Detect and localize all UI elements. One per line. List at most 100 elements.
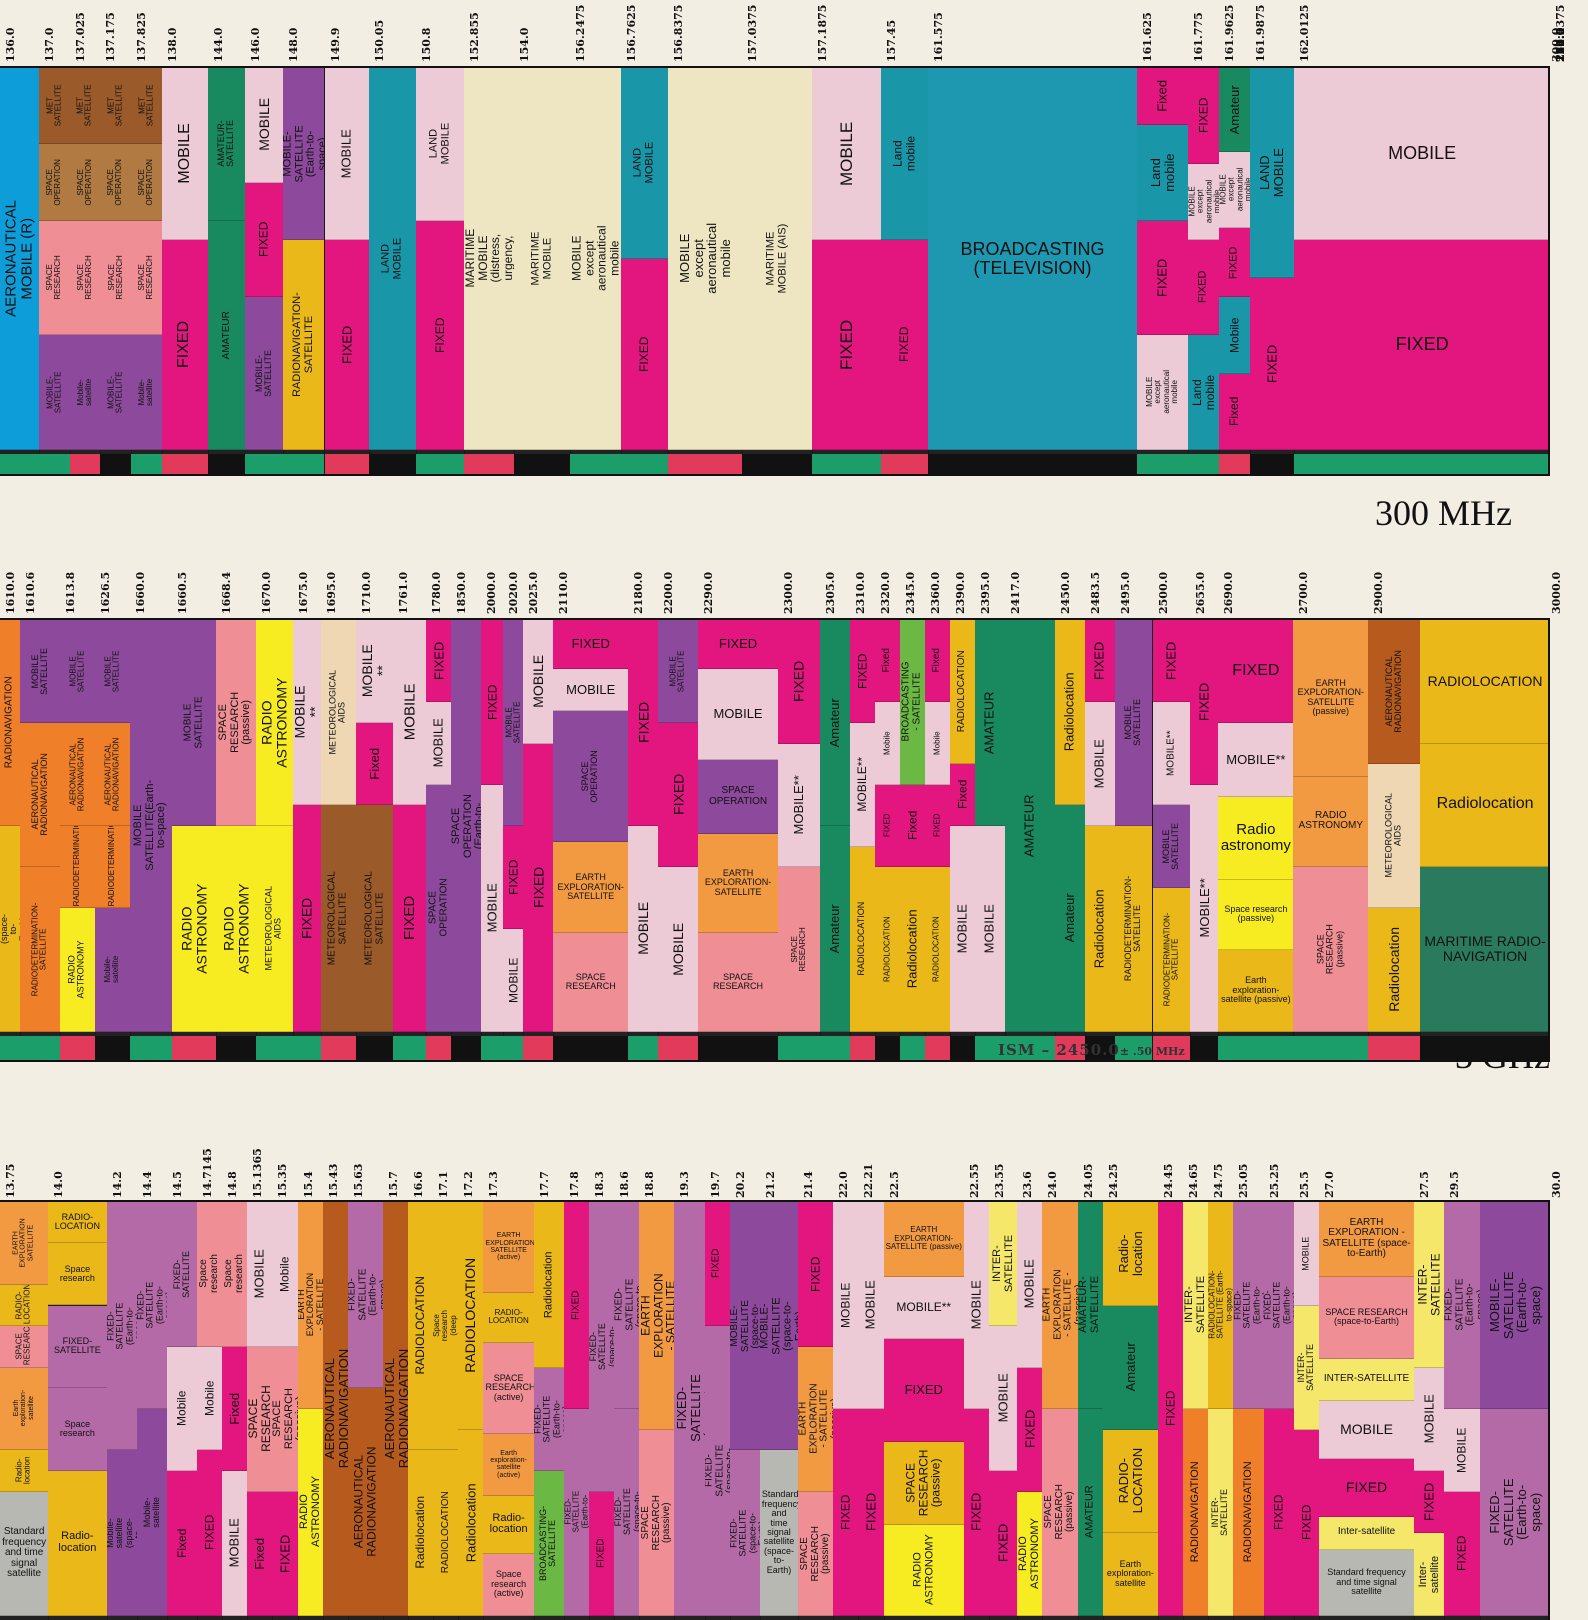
- band-column[interactable]: RADIO-LOCATION Space research FIXED-SATELL…: [48, 1202, 108, 1620]
- band-column[interactable]: MET SATELLITE SPACE OPERATION SPACE RESEAR…: [69, 68, 102, 474]
- allocation-cell[interactable]: MOBILE except aeronautical mobile: [1188, 163, 1219, 240]
- allocation-cell[interactable]: FIXED-SATELLITE (Earth-to-space): [136, 1202, 167, 1409]
- allocation-cell[interactable]: MOBILE: [949, 826, 975, 1032]
- allocation-cell[interactable]: BROADCASTING (TELEVISION): [927, 68, 1138, 450]
- allocation-cell[interactable]: Fixed: [949, 764, 975, 826]
- allocation-cell[interactable]: RADIONAVIGATION: [0, 620, 20, 826]
- allocation-cell[interactable]: MET SATELLITE: [69, 68, 101, 145]
- allocation-cell[interactable]: FIXED: [1152, 620, 1191, 703]
- allocation-cell[interactable]: (space-to-Earth): [0, 826, 20, 1032]
- allocation-cell[interactable]: MARITIME MOBILE (AIS): [741, 68, 812, 450]
- allocation-cell[interactable]: MOBILE SATELLITE(Earth-to-space): [129, 620, 172, 1032]
- allocation-cell[interactable]: SPACE RESEARCH (space-to-Earth): [1318, 1276, 1415, 1360]
- allocation-cell[interactable]: Land mobile: [1188, 335, 1219, 450]
- allocation-cell[interactable]: FIXED-SATELLITE (Earth-to-space): [1263, 1202, 1294, 1409]
- band-column[interactable]: Radiolocation FIXED-SATELLITE (Earth-to-s…: [533, 1202, 565, 1620]
- band-column[interactable]: MOBILE SPACE RESEARCH Fixed: [247, 1202, 274, 1620]
- allocation-cell[interactable]: MOBILE: [974, 826, 1005, 1032]
- band-column[interactable]: FIXED FIXED-SATELLITE (space-to-Earth): [704, 1202, 731, 1620]
- allocation-cell[interactable]: Fixed: [247, 1491, 273, 1616]
- allocation-cell[interactable]: MOBILE SATELLITE: [59, 620, 95, 723]
- band-column[interactable]: LAND MOBILE FIXED: [415, 68, 465, 474]
- band-column[interactable]: FIXED MOBILE: [481, 620, 505, 1060]
- band-column[interactable]: INTER-SATELLITE MOBILE FIXED: [989, 1202, 1019, 1620]
- band-column[interactable]: MOBILE FIXED: [811, 68, 883, 474]
- allocation-cell[interactable]: MOBILE: [658, 867, 699, 1032]
- allocation-cell[interactable]: Space research: [197, 1202, 223, 1347]
- band-column[interactable]: Land mobile FIXED: [881, 68, 929, 474]
- allocation-cell[interactable]: MOBILE: [324, 68, 370, 240]
- band-column[interactable]: MOBILE SATELLITE(Earth-to-space): [129, 620, 173, 1060]
- band-column[interactable]: FIXED-SATELLITE Mobile Fixed: [166, 1202, 198, 1620]
- band-column[interactable]: FIXED MOBILE SPACE OPERATION EARTH EXPLORAT…: [553, 620, 630, 1060]
- allocation-cell[interactable]: MOBILE: [1294, 68, 1548, 240]
- allocation-cell[interactable]: RADIOLOCATION: [1420, 620, 1548, 744]
- allocation-cell[interactable]: RADIODETERMINATION- SATELLITE: [1152, 887, 1191, 1032]
- band-column[interactable]: MARITIME MOBILE: [514, 68, 571, 474]
- allocation-cell[interactable]: MOBILE: [628, 826, 659, 1032]
- band-column[interactable]: EARTH EXPLORATION - SATELLITE (passive) S…: [639, 1202, 676, 1620]
- allocation-cell[interactable]: Radiolocation: [899, 867, 925, 1032]
- allocation-cell[interactable]: EARTH EXPLORATION - SATELLITE (passive): [639, 1202, 675, 1430]
- allocation-cell[interactable]: MOBILE SATELLITE: [1114, 620, 1153, 826]
- band-column[interactable]: AERONAUTICAL RADIONAVIGATION: [322, 1202, 349, 1620]
- allocation-cell[interactable]: SPACE RESEARCH (passive): [215, 620, 256, 826]
- allocation-cell[interactable]: MOBILE**: [777, 743, 820, 868]
- allocation-cell[interactable]: Mobile-satellite: [136, 1409, 167, 1616]
- allocation-cell[interactable]: BROADCASTING-SATELLITE: [533, 1471, 564, 1616]
- allocation-cell[interactable]: SPACE RESEARCH: [0, 1326, 49, 1368]
- allocation-cell[interactable]: MARITIME MOBILE: [514, 68, 570, 450]
- allocation-cell[interactable]: FIXED: [481, 620, 504, 785]
- allocation-cell[interactable]: FIXED: [849, 620, 875, 723]
- allocation-cell[interactable]: EARTH EXPLORATION- SATELLITE (passive): [1293, 620, 1369, 777]
- band-column[interactable]: MET SATELLITE SPACE OPERATION SPACE RESEAR…: [39, 68, 71, 474]
- allocation-cell[interactable]: SPACE RESEARCH (passive): [1042, 1409, 1078, 1616]
- allocation-cell[interactable]: INTER-SATELLITE: [1183, 1202, 1209, 1409]
- allocation-cell[interactable]: RADIOLOCATION: [433, 1450, 459, 1616]
- allocation-cell[interactable]: FIXED: [1293, 1429, 1319, 1616]
- allocation-cell[interactable]: METEOROLOGICAL SATELLITE: [320, 805, 356, 1032]
- band-column[interactable]: MOBILE SATELLITE RADIO ASTRONOMY: [171, 620, 217, 1060]
- allocation-cell[interactable]: MOBILE except aeronautical mobile: [1218, 152, 1250, 229]
- allocation-cell[interactable]: FIXED: [1084, 620, 1115, 703]
- band-column[interactable]: MOBILE-SATELLITE (space-to-Earth) FIXED-S…: [729, 1202, 761, 1620]
- allocation-cell[interactable]: AMATEUR- SATELLITE: [208, 68, 246, 221]
- band-column[interactable]: FIXED MOBILE except aeronautical mobile FI…: [1188, 68, 1220, 474]
- band-column[interactable]: MOBILE-SATELLITE (Earth-to-space) RADIONA…: [282, 68, 326, 474]
- band-column[interactable]: MOBILE FIXED: [324, 68, 371, 474]
- allocation-cell[interactable]: RADIO ASTRONOMY: [883, 1524, 964, 1616]
- allocation-cell[interactable]: FIXED: [704, 1202, 730, 1327]
- allocation-cell[interactable]: EARTH EXPLORATION - SATELLITE (passive): [798, 1346, 834, 1492]
- band-column[interactable]: Space research Fixed MOBILE: [222, 1202, 249, 1620]
- allocation-cell[interactable]: MOBILE except aeronautical mobile: [1137, 335, 1189, 450]
- allocation-cell[interactable]: EARTH EXPLORATION - SATELLITE - (passive…: [1042, 1202, 1078, 1409]
- band-column[interactable]: INTER-SATELLITE RADIONAVIGATION: [1183, 1202, 1210, 1620]
- allocation-cell[interactable]: FIXED: [1263, 1409, 1294, 1616]
- band-column[interactable]: MOBILE FIXED: [393, 620, 428, 1060]
- allocation-cell[interactable]: RADIO- LOCATION: [483, 1293, 534, 1343]
- allocation-cell[interactable]: Amateur: [1102, 1305, 1158, 1430]
- allocation-cell[interactable]: FIXED-SATELLITE (space-to-Earth): [729, 1450, 760, 1616]
- allocation-cell[interactable]: MOBILE: [426, 702, 452, 785]
- band-column[interactable]: MET SATELLITE SPACE OPERATION SPACE RESEAR…: [131, 68, 163, 474]
- allocation-cell[interactable]: MOBILE SATELLITE: [1152, 805, 1191, 888]
- band-column[interactable]: MOBILE SATELLITE AERONAUTICAL RADIONAVIGA…: [94, 620, 131, 1060]
- allocation-cell[interactable]: EARTH EXPLORATION- SATELLITE: [698, 834, 778, 934]
- allocation-cell[interactable]: SPACE RESEARCH (passive): [639, 1429, 675, 1616]
- allocation-cell[interactable]: MARITIME MOBILE (distress, urgency, safe…: [463, 68, 515, 450]
- allocation-cell[interactable]: MOBILE: [393, 620, 427, 806]
- allocation-cell[interactable]: METEOROLOGICAL AIDS: [255, 826, 293, 1032]
- allocation-cell[interactable]: MET SATELLITE: [131, 68, 162, 145]
- band-column[interactable]: Fixed Land mobile FIXED MOBILE except aeron…: [1137, 68, 1190, 474]
- allocation-cell[interactable]: MOBILE: [222, 1471, 248, 1616]
- allocation-cell[interactable]: MOBILE: [1414, 1367, 1445, 1472]
- allocation-cell[interactable]: Mobile: [1218, 297, 1250, 374]
- allocation-cell[interactable]: Amateur: [819, 826, 850, 1032]
- allocation-cell[interactable]: LAND MOBILE: [1249, 68, 1295, 279]
- allocation-cell[interactable]: AMATEUR: [1004, 620, 1055, 1032]
- allocation-cell[interactable]: METEOROLOGICAL AIDS: [320, 620, 356, 806]
- band-column[interactable]: BROADCASTING (TELEVISION): [927, 68, 1139, 474]
- allocation-cell[interactable]: RADIOLOCATION: [849, 846, 875, 1032]
- allocation-cell[interactable]: MOBILE: [1084, 702, 1115, 826]
- allocation-cell[interactable]: RADIODETERMINATION- SATELLITE: [1114, 826, 1153, 1032]
